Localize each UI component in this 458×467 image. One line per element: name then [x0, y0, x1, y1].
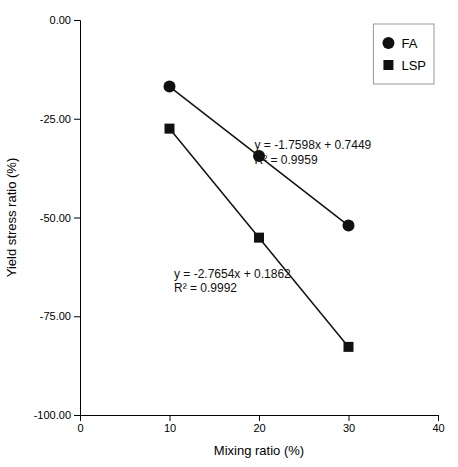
legend-label: FA: [401, 36, 417, 51]
y-axis: 0.00 -25.00 -50.00 -75.00 -100.00: [34, 14, 81, 421]
tick-mark: [349, 415, 350, 421]
tick: 0.00: [50, 14, 80, 26]
annotation-line: R² = 0.9959: [255, 153, 318, 167]
tick: -50.00: [40, 212, 80, 224]
tick-label: 20: [253, 422, 265, 434]
point: [344, 342, 354, 352]
chart: 0 10 20 30 40 0.00 -25.00 -50.00 -75.00 -100.00 Mi…: [0, 0, 458, 467]
tick-label: 0.00: [50, 14, 71, 26]
axis-line: [81, 416, 439, 422]
annotation-line: y = -2.7654x + 0.1862: [174, 267, 291, 281]
tick-mark: [438, 415, 439, 421]
tick-mark: [170, 415, 171, 421]
tick-mark: [74, 218, 80, 219]
series: [165, 124, 354, 352]
tick: 10: [164, 415, 176, 434]
fit-line: [170, 128, 349, 346]
series: [164, 81, 355, 232]
annotation: y = -1.7598x + 0.7449R² = 0.9959: [255, 138, 372, 166]
tick: -25.00: [40, 113, 80, 125]
plot-area: [164, 81, 355, 352]
tick-label: -50.00: [40, 212, 71, 224]
annotation: y = -2.7654x + 0.1862R² = 0.9992: [174, 267, 291, 295]
tick-label: -100.00: [34, 409, 71, 421]
axis-line: [74, 21, 81, 416]
tick: 30: [343, 415, 355, 434]
point: [165, 124, 175, 134]
x-axis: 0 10 20 30 40: [77, 415, 444, 434]
tick-label: 30: [343, 422, 355, 434]
tick-label: 0: [77, 422, 83, 434]
legend-box: [373, 24, 434, 84]
tick: -100.00: [34, 409, 80, 421]
y-axis-title: Yield stress ratio (%): [4, 158, 19, 277]
tick-label: 40: [432, 422, 444, 434]
tick: -75.00: [40, 310, 80, 322]
point: [254, 233, 264, 243]
tick-mark: [259, 415, 260, 421]
tick: 20: [253, 415, 265, 434]
point: [343, 220, 355, 232]
tick-mark: [74, 119, 80, 120]
tick-label: -75.00: [40, 310, 71, 322]
tick-label: 10: [164, 422, 176, 434]
x-axis-title: Mixing ratio (%): [214, 443, 304, 458]
legend-label: LSP: [401, 58, 426, 73]
tick: 40: [432, 415, 444, 434]
fit-line: [170, 87, 349, 226]
tick-mark: [74, 20, 80, 21]
annotation-line: R² = 0.9992: [174, 281, 237, 295]
tick-label: -25.00: [40, 113, 71, 125]
tick-mark: [74, 316, 80, 317]
annotation-line: y = -1.7598x + 0.7449: [255, 138, 372, 152]
legend: FA LSP: [373, 24, 434, 84]
legend-symbol: [382, 37, 394, 49]
tick-mark: [74, 415, 80, 416]
tick: 0: [77, 415, 83, 434]
point: [164, 81, 176, 93]
legend-symbol: [383, 60, 393, 70]
